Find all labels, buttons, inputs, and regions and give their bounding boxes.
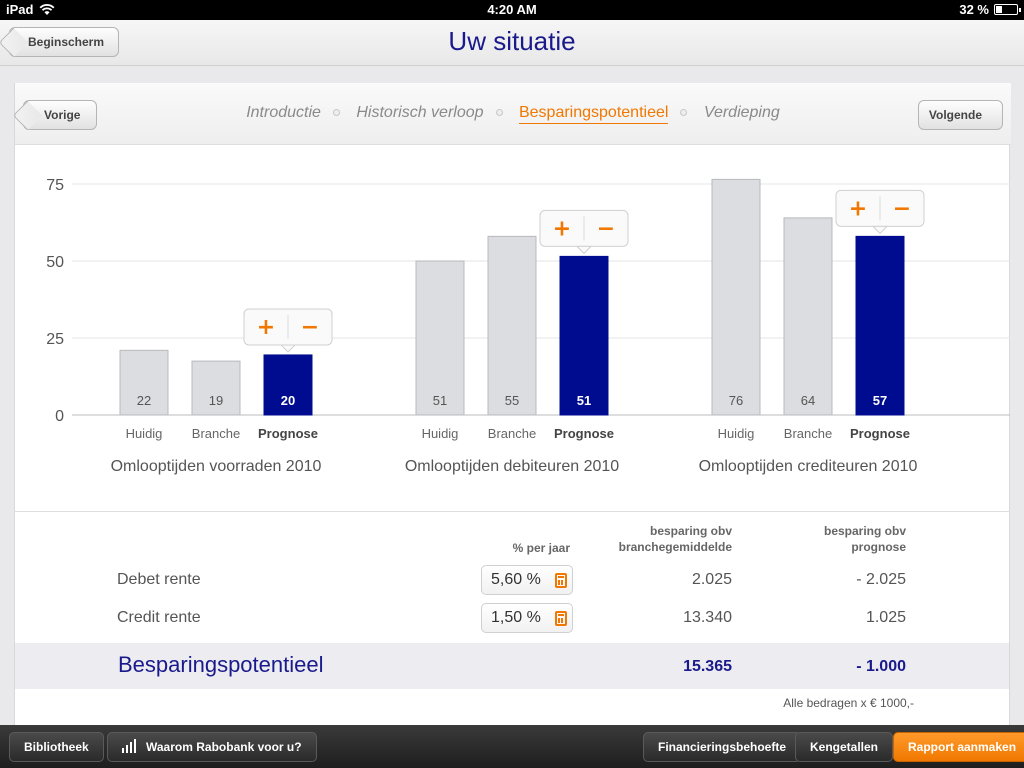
- bottom-toolbar: Bibliotheek Waarom Rabobank voor u? Fina…: [0, 725, 1024, 768]
- col-header-pct: % per jaar: [512, 541, 570, 555]
- step-separator: [680, 109, 688, 117]
- bar: [783, 217, 833, 416]
- row-label-credit-rente: Credit rente: [117, 609, 201, 626]
- y-tick-label: 50: [46, 254, 64, 271]
- bar-category-label: Branche: [488, 426, 536, 441]
- calculator-icon[interactable]: [555, 573, 567, 588]
- total-prognose-value: - 1.000: [856, 658, 906, 675]
- footnote: Alle bedragen x € 1000,-: [783, 696, 914, 710]
- bar-value-label: 76: [729, 393, 743, 408]
- bar-category-label: Prognose: [850, 426, 910, 441]
- y-tick-label: 25: [46, 331, 64, 348]
- bar: [487, 235, 537, 416]
- bar: [415, 260, 465, 416]
- volgende-button[interactable]: Volgende: [917, 100, 1003, 130]
- beginscherm-button[interactable]: Beginscherm: [9, 27, 120, 57]
- row-label-debet-rente: Debet rente: [117, 571, 201, 588]
- header: Beginscherm Uw situatie: [0, 20, 1024, 66]
- stepper-pointer: [279, 344, 297, 353]
- col-header-prognose: besparing obv prognose: [823, 524, 906, 554]
- debet-rente-input[interactable]: 5,60 %: [481, 565, 573, 595]
- bar-value-label: 51: [433, 393, 447, 408]
- bar-value-label: 57: [873, 393, 887, 408]
- debet-prognose-value: - 2.025: [856, 571, 906, 588]
- stepper-pointer: [575, 245, 593, 255]
- total-label: Besparingspotentieel: [118, 652, 324, 677]
- total-branche-value: 15.365: [683, 658, 732, 675]
- y-tick-label: 75: [46, 177, 64, 194]
- step-verdieping[interactable]: Verdieping: [703, 104, 780, 121]
- page-title: Uw situatie: [448, 26, 576, 56]
- steps-list: Introductie Historisch verloop Besparing…: [15, 104, 1011, 124]
- bar-value-label: 64: [801, 393, 815, 408]
- prognose-bar: [855, 235, 905, 416]
- minus-button[interactable]: −: [301, 315, 319, 340]
- plus-button[interactable]: +: [849, 196, 867, 221]
- bar-category-label: Huidig: [126, 426, 163, 441]
- group-title: Omlooptijden voorraden 2010: [111, 458, 322, 475]
- minus-button[interactable]: −: [893, 196, 911, 221]
- status-bar: iPad 4:20 AM 32 %: [0, 0, 1024, 20]
- step-historisch-verloop[interactable]: Historisch verloop: [356, 104, 484, 121]
- calculator-icon[interactable]: [555, 611, 567, 626]
- step-besparingspotentieel[interactable]: Besparingspotentieel: [518, 104, 669, 124]
- total-row: Besparingspotentieel 15.365 - 1.000: [15, 643, 1009, 689]
- stepper-popover: + −: [243, 308, 333, 353]
- step-separator: [495, 109, 503, 117]
- bibliotheek-button[interactable]: Bibliotheek: [9, 732, 104, 762]
- col-header-branche: besparing obv branchegemiddelde: [618, 524, 732, 554]
- kengetallen-button[interactable]: Kengetallen: [795, 732, 894, 762]
- device-name: iPad: [6, 2, 34, 17]
- clock: 4:20 AM: [487, 2, 537, 17]
- plus-button[interactable]: +: [553, 216, 571, 241]
- minus-button[interactable]: −: [597, 216, 615, 241]
- bar-category-label: Prognose: [554, 426, 614, 441]
- step-navigation: Vorige Introductie Historisch verloop Be…: [15, 83, 1011, 145]
- vorige-button[interactable]: Vorige: [23, 100, 98, 130]
- wifi-icon: [40, 3, 55, 15]
- bar-value-label: 51: [577, 393, 591, 408]
- financieringsbehoefte-button[interactable]: Financieringsbehoefte: [643, 732, 802, 762]
- bar-category-label: Huidig: [718, 426, 755, 441]
- bar-value-label: 19: [209, 393, 223, 408]
- prognose-bar: [559, 255, 609, 416]
- debet-branche-value: 2.025: [691, 571, 732, 588]
- plus-button[interactable]: +: [257, 315, 275, 340]
- bar: [119, 349, 169, 416]
- savings-table: % per jaar besparing obv branchegemiddeld…: [14, 511, 1010, 725]
- bar: [191, 360, 241, 416]
- bar-category-label: Branche: [784, 426, 832, 441]
- bar-value-label: 22: [137, 393, 151, 408]
- bar-category-label: Branche: [192, 426, 240, 441]
- credit-rente-input[interactable]: 1,50 %: [481, 603, 573, 633]
- stepper-pointer: [871, 225, 889, 235]
- bar-chart-icon: [122, 739, 138, 753]
- y-tick-label: 0: [55, 408, 64, 425]
- bar: [711, 178, 761, 416]
- rapport-aanmaken-button[interactable]: Rapport aanmaken: [893, 732, 1024, 762]
- prognose-bar: [263, 354, 313, 416]
- bar-value-label: 20: [281, 393, 295, 408]
- credit-prognose-value: 1.025: [865, 609, 906, 626]
- battery-percent: 32 %: [959, 2, 989, 17]
- battery-icon: [994, 4, 1021, 15]
- step-separator: [332, 109, 340, 117]
- stepper-popover: + −: [835, 189, 925, 235]
- waarom-rabobank-button[interactable]: Waarom Rabobank voor u?: [107, 732, 317, 762]
- credit-branche-value: 13.340: [683, 609, 732, 626]
- group-title: Omlooptijden debiteuren 2010: [405, 458, 619, 475]
- bar-category-label: Huidig: [422, 426, 459, 441]
- group-title: Omlooptijden crediteuren 2010: [699, 458, 918, 475]
- bar-value-label: 55: [505, 393, 519, 408]
- bar-category-label: Prognose: [258, 426, 318, 441]
- step-introductie[interactable]: Introductie: [246, 104, 321, 121]
- stepper-popover: + −: [539, 209, 629, 255]
